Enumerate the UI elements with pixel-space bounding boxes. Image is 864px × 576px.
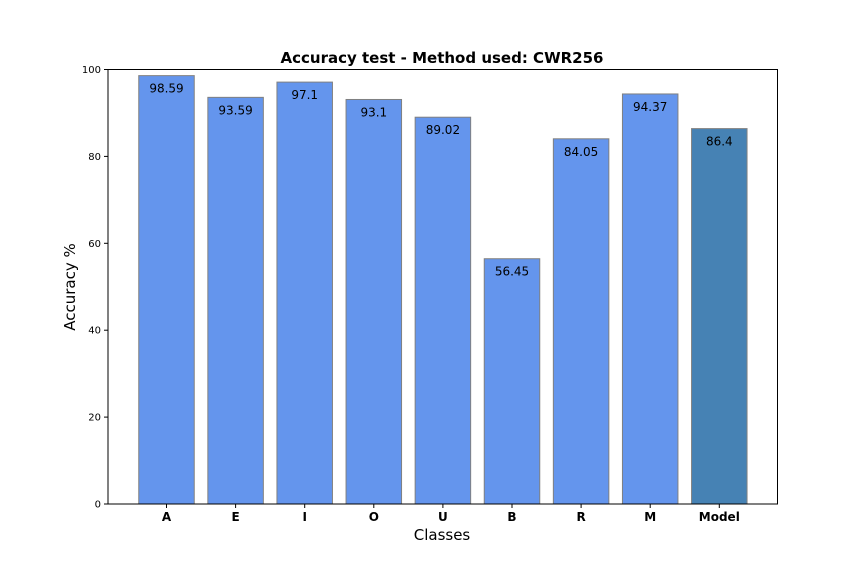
x-tick-label: Model — [699, 510, 740, 524]
data-label: 98.59 — [149, 82, 183, 96]
data-label: 56.45 — [495, 265, 529, 279]
y-tick-label: 20 — [88, 413, 101, 424]
bar-u — [414, 116, 472, 505]
x-tick-label: E — [231, 510, 239, 524]
x-tick-label: M — [644, 510, 656, 524]
data-label: 93.1 — [360, 105, 387, 119]
y-tick-label: 80 — [88, 152, 101, 163]
bar-r — [552, 138, 610, 505]
x-axis-label: Classes — [414, 526, 471, 544]
x-tick-label: I — [302, 510, 306, 524]
data-label: 84.05 — [564, 145, 598, 159]
x-tick-label: A — [162, 510, 172, 524]
data-label: 86.4 — [706, 135, 733, 149]
data-label: 93.59 — [218, 103, 252, 117]
bar-b — [483, 258, 541, 505]
chart-title: Accuracy test - Method used: CWR256 — [281, 49, 604, 67]
x-tick-label: U — [438, 510, 448, 524]
bar-model — [691, 128, 748, 505]
data-label: 94.37 — [633, 100, 667, 114]
y-axis-label: Accuracy % — [61, 243, 79, 331]
bar-i — [276, 81, 333, 505]
plot-area: 0 20 40 60 80 100 98.59 A 93.59 E 97.1 I 93.1 O 89.02 U… — [82, 65, 748, 524]
bar-m — [621, 93, 679, 505]
x-tick-label: O — [369, 510, 379, 524]
data-label: 89.02 — [426, 123, 460, 137]
plot-frame — [107, 69, 778, 505]
bar-o — [345, 98, 403, 505]
data-label: 97.1 — [291, 88, 318, 102]
y-tick-label: 60 — [88, 239, 101, 250]
y-tick-label: 100 — [82, 65, 101, 76]
bar-e — [207, 96, 264, 505]
bar-a — [138, 75, 195, 505]
y-tick-label: 40 — [88, 326, 101, 337]
x-tick-label: R — [576, 510, 585, 524]
y-tick-label: 0 — [95, 500, 101, 511]
x-tick-label: B — [507, 510, 516, 524]
